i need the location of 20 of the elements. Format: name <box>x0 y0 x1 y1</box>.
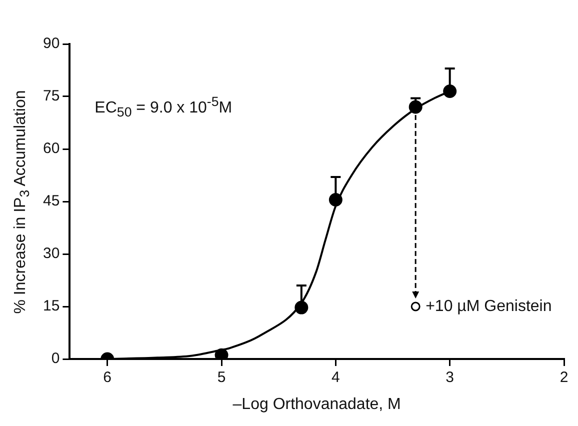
x-axis-title: –Log Orthovanadate, M <box>232 396 401 414</box>
point <box>443 84 457 98</box>
x-tick-label: 4 <box>332 369 340 386</box>
y-tick-label: 75 <box>42 88 60 105</box>
x-tick-label: 2 <box>560 369 568 386</box>
y-tick-label: 90 <box>42 35 60 52</box>
x-tick-label: 6 <box>103 369 112 386</box>
y-tick-label: 45 <box>42 192 60 210</box>
annotation: +10 µM Genistein <box>426 298 552 315</box>
y-tick-label: 0 <box>51 350 60 368</box>
point <box>408 100 422 114</box>
annotation: EC$_{50}$ = 9.0 x 10$^{-5}$M <box>94 94 232 120</box>
y-tick-label: 60 <box>42 140 60 158</box>
point <box>410 302 420 312</box>
y-tick-label: 30 <box>42 245 60 262</box>
point <box>328 193 342 206</box>
y-tick-label: 15 <box>42 298 60 315</box>
x-tick-label: 5 <box>217 369 226 386</box>
x-tick-label: 3 <box>446 369 454 386</box>
point <box>294 300 308 314</box>
